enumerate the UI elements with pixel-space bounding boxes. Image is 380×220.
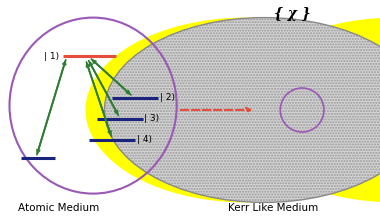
Circle shape xyxy=(105,18,380,202)
Circle shape xyxy=(236,18,380,202)
Text: { χ }: { χ } xyxy=(274,7,310,21)
Text: Kerr Like Medium: Kerr Like Medium xyxy=(228,204,319,213)
Text: | 1): | 1) xyxy=(44,52,59,60)
Text: | 3): | 3) xyxy=(144,114,160,123)
Circle shape xyxy=(86,18,380,202)
Text: Atomic Medium: Atomic Medium xyxy=(18,204,100,213)
Text: | 4): | 4) xyxy=(137,135,152,144)
Text: | 2): | 2) xyxy=(160,94,174,102)
